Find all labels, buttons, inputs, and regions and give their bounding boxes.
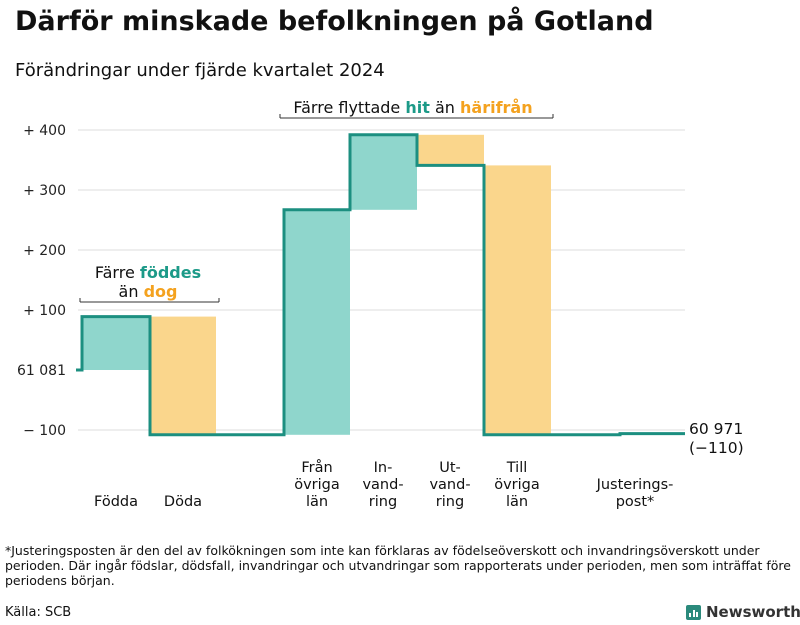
category-label: övriga (294, 477, 340, 493)
category-label: ring (369, 494, 397, 510)
bar-födda (82, 316, 150, 370)
category-label: vand- (362, 477, 403, 493)
y-tick-label: 61 081 (17, 363, 66, 379)
chart-subtitle: Förändringar under fjärde kvartalet 2024 (15, 60, 385, 81)
category-label: län (306, 494, 328, 510)
brand-name: Newsworthy (706, 603, 800, 621)
source-label: Källa: SCB (5, 605, 72, 620)
category-label: Justerings- (596, 477, 674, 493)
category-label: ring (436, 494, 464, 510)
births-annotation-text-line2: än dog (119, 282, 178, 301)
category-label: post* (616, 494, 655, 510)
bar-till-övriga-län (484, 165, 551, 435)
end-value-label: 60 971 (689, 420, 743, 438)
y-tick-label: + 200 (23, 243, 66, 259)
category-label: Ut- (439, 460, 461, 476)
cumulative-line (76, 133, 685, 437)
category-label: Till (506, 460, 528, 476)
bar-döda (150, 316, 216, 435)
category-label: övriga (494, 477, 540, 493)
bar-utvandring (417, 134, 484, 166)
y-tick-label: + 400 (23, 123, 66, 139)
category-label: Från (301, 459, 332, 476)
category-label: vand- (429, 477, 470, 493)
category-label: Döda (164, 494, 202, 510)
newsworthy-logo-icon (686, 604, 701, 620)
migration-annotation-text-line: Färre flyttade hit än härifrån (293, 98, 532, 117)
category-label: In- (374, 460, 393, 476)
category-label: län (506, 494, 528, 510)
waterfall-chart: − 100 61 081 + 100 + 200 + 300 + 400 60 971(−1… (17, 98, 744, 510)
category-label: Födda (94, 494, 138, 510)
footnote: *Justeringsposten är den del av folkökni… (5, 543, 791, 588)
y-tick-label: − 100 (23, 423, 66, 439)
bar-från-övriga-län (284, 209, 350, 435)
bar-invandring (350, 134, 417, 210)
brand: Newsworthy (686, 603, 800, 621)
chart-title: Därför minskade befolkningen på Gotland (15, 6, 654, 37)
births-annotation-text-line1: Färre föddes (95, 263, 201, 282)
y-tick-label: + 100 (23, 303, 66, 319)
end-change-label: (−110) (689, 439, 744, 457)
y-tick-label: + 300 (23, 183, 66, 199)
